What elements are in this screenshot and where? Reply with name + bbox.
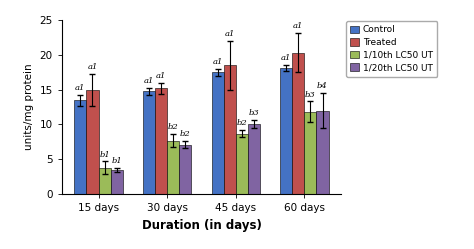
Bar bbox=[280, 68, 292, 194]
Text: a1: a1 bbox=[144, 77, 154, 85]
Text: a1: a1 bbox=[281, 55, 292, 62]
Bar bbox=[224, 65, 236, 194]
Text: b2: b2 bbox=[168, 124, 179, 131]
Text: b2: b2 bbox=[237, 119, 247, 127]
Bar bbox=[74, 100, 86, 194]
Text: a1: a1 bbox=[293, 22, 303, 30]
Bar bbox=[99, 168, 110, 194]
Text: a1: a1 bbox=[87, 63, 98, 71]
Bar bbox=[317, 111, 328, 194]
Text: a1: a1 bbox=[75, 84, 86, 92]
Text: b3: b3 bbox=[248, 109, 259, 117]
Text: b4: b4 bbox=[317, 82, 328, 90]
Text: a1: a1 bbox=[225, 30, 235, 38]
Text: b1: b1 bbox=[111, 157, 122, 165]
Bar bbox=[155, 88, 167, 194]
X-axis label: Duration (in days): Duration (in days) bbox=[142, 219, 261, 232]
Bar bbox=[292, 53, 304, 194]
Bar bbox=[211, 72, 224, 194]
Bar bbox=[179, 145, 191, 194]
Bar bbox=[304, 112, 317, 194]
Text: b1: b1 bbox=[99, 151, 110, 159]
Bar bbox=[248, 124, 260, 194]
Bar bbox=[167, 140, 179, 194]
Bar bbox=[110, 170, 123, 194]
Text: b3: b3 bbox=[305, 91, 316, 99]
Legend: Control, Treated, 1/10th LC50 UT, 1/20th LC50 UT: Control, Treated, 1/10th LC50 UT, 1/20th… bbox=[346, 21, 438, 77]
Bar bbox=[143, 91, 155, 194]
Text: a1: a1 bbox=[212, 58, 223, 66]
Bar bbox=[86, 90, 99, 194]
Text: a1: a1 bbox=[156, 72, 166, 80]
Bar bbox=[236, 133, 248, 194]
Y-axis label: units/mg protein: units/mg protein bbox=[24, 64, 34, 150]
Text: b2: b2 bbox=[180, 130, 191, 138]
